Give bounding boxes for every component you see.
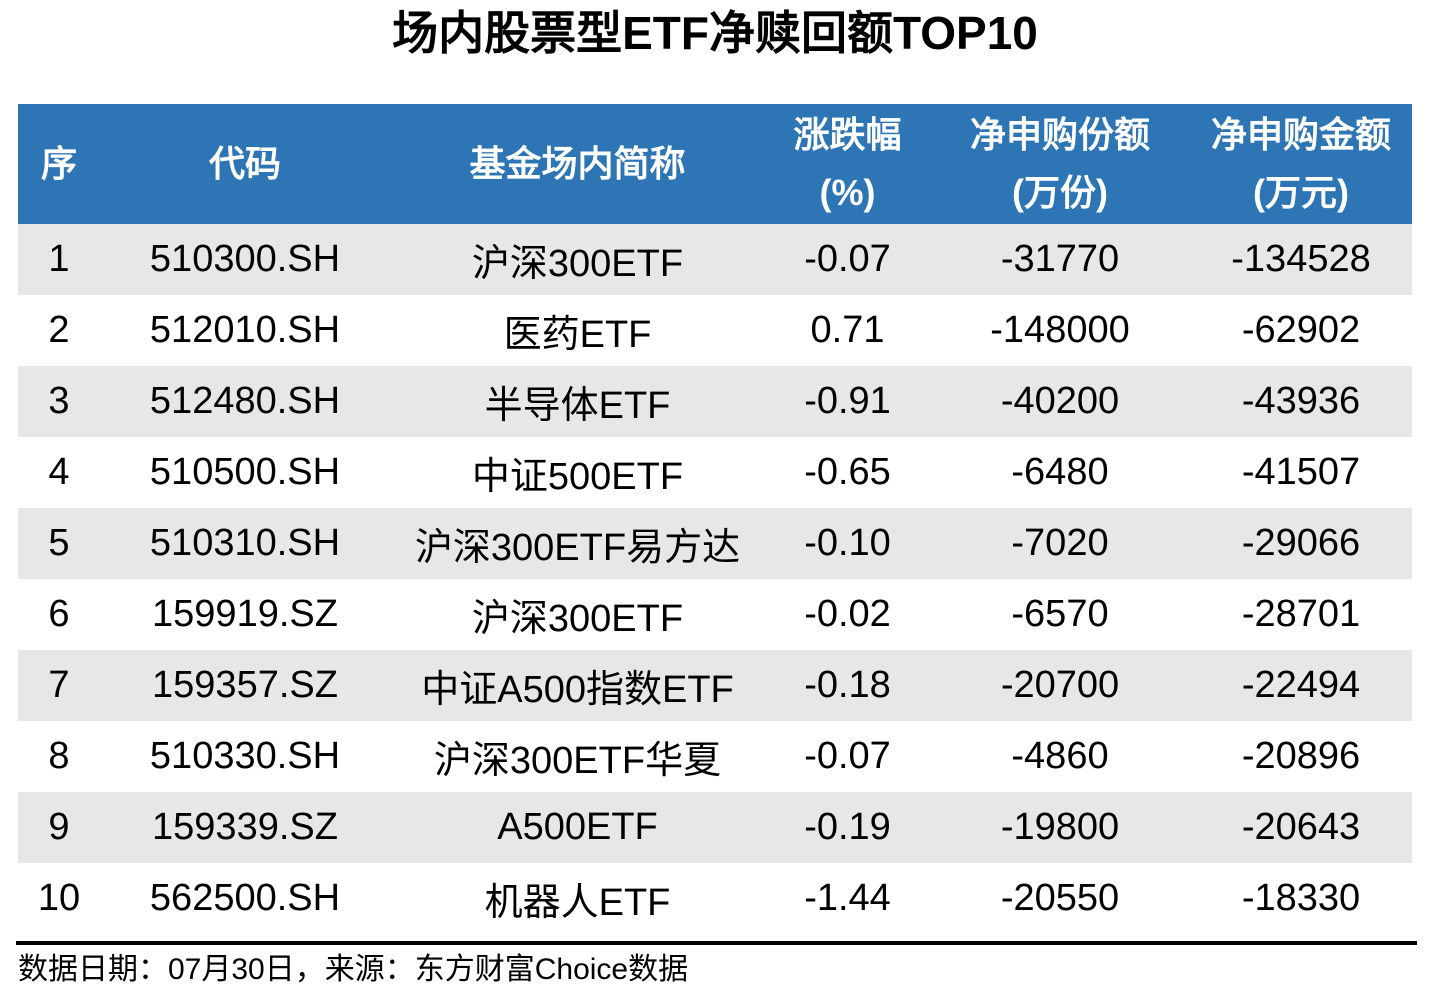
cell-code: 510500.SH (149, 451, 341, 493)
header-cell-amount: 净申购金额 (万元) (1190, 104, 1412, 224)
table-row: 2 512010.SH 医药ETF 0.71 -148000 -62902 (18, 295, 1412, 366)
table-row: 3 512480.SH 半导体ETF -0.91 -40200 -43936 (18, 366, 1412, 437)
cell-code: 159357.SZ (152, 664, 338, 706)
cell-rank: 10 (37, 877, 81, 919)
cell-rank: 3 (48, 380, 70, 422)
table-row: 8 510330.SH 沪深300ETF华夏 -0.07 -4860 -2089… (18, 721, 1412, 792)
cell-rank: 2 (48, 309, 70, 351)
cell-name: 半导体ETF (484, 385, 671, 427)
table-row: 1 510300.SH 沪深300ETF -0.07 -31770 -13452… (18, 224, 1412, 295)
etf-table: 序 代码 基金场内简称 涨跌幅 (%) 净申购份额 (万份) 净申购金额 (万元… (18, 104, 1412, 934)
cell-shares: -4860 (1011, 735, 1109, 777)
cell-rank: 6 (48, 593, 70, 635)
cell-shares: -19800 (1000, 806, 1120, 848)
cell-change: -1.44 (804, 877, 891, 919)
cell-name: 中证500ETF (471, 456, 684, 498)
cell-change: 0.71 (810, 309, 885, 351)
table-row: 6 159919.SZ 沪深300ETF -0.02 -6570 -28701 (18, 579, 1412, 650)
cell-change: -0.07 (804, 238, 891, 280)
cell-shares: -31770 (1000, 238, 1120, 280)
cell-shares: -20550 (1000, 877, 1120, 919)
table-header: 序 代码 基金场内简称 涨跌幅 (%) 净申购份额 (万份) 净申购金额 (万元… (18, 104, 1412, 224)
cell-amount: -62902 (1241, 309, 1361, 351)
table-row: 10 562500.SH 机器人ETF -1.44 -20550 -18330 (18, 863, 1412, 934)
cell-change: -0.02 (804, 593, 891, 635)
cell-change: -0.18 (804, 664, 891, 706)
cell-code: 159919.SZ (152, 593, 338, 635)
cell-change: -0.07 (804, 735, 891, 777)
cell-rank: 4 (48, 451, 70, 493)
cell-name: A500ETF (497, 806, 658, 848)
cell-code: 512480.SH (149, 380, 341, 422)
cell-amount: -20643 (1241, 806, 1361, 848)
cell-rank: 9 (48, 806, 70, 848)
cell-name: 沪深300ETF (471, 243, 684, 285)
cell-name: 沪深300ETF华夏 (433, 740, 722, 782)
cell-change: -0.65 (804, 451, 891, 493)
header-cell-rank: 序 (18, 104, 100, 224)
table-row: 5 510310.SH 沪深300ETF易方达 -0.10 -7020 -290… (18, 508, 1412, 579)
cell-shares: -6480 (1011, 451, 1109, 493)
cell-code: 510330.SH (149, 735, 341, 777)
cell-shares: -6570 (1011, 593, 1109, 635)
cell-name: 机器人ETF (484, 882, 671, 924)
cell-amount: -29066 (1241, 522, 1361, 564)
cell-rank: 8 (48, 735, 70, 777)
cell-change: -0.10 (804, 522, 891, 564)
cell-name: 医药ETF (503, 314, 652, 356)
cell-amount: -134528 (1231, 238, 1371, 280)
header-cell-code: 代码 (100, 104, 390, 224)
cell-amount: -43936 (1241, 380, 1361, 422)
cell-shares: -40200 (1000, 380, 1120, 422)
table-row: 4 510500.SH 中证500ETF -0.65 -6480 -41507 (18, 437, 1412, 508)
cell-amount: -41507 (1241, 451, 1361, 493)
bottom-rule (16, 941, 1417, 945)
cell-amount: -28701 (1241, 593, 1361, 635)
cell-shares: -7020 (1011, 522, 1109, 564)
header-cell-shares: 净申购份额 (万份) (930, 104, 1190, 224)
cell-shares: -148000 (990, 309, 1130, 351)
cell-amount: -22494 (1241, 664, 1361, 706)
table-row: 7 159357.SZ 中证A500指数ETF -0.18 -20700 -22… (18, 650, 1412, 721)
cell-code: 510310.SH (149, 522, 341, 564)
page-title: 场内股票型ETF净赎回额TOP10 (392, 7, 1038, 59)
cell-rank: 7 (48, 664, 70, 706)
cell-name: 沪深300ETF (471, 598, 684, 640)
data-source-note: 数据日期：07月30日，来源：东方财富Choice数据 (18, 953, 689, 986)
header-cell-change: 涨跌幅 (%) (765, 104, 930, 224)
cell-code: 159339.SZ (152, 806, 338, 848)
table-header-row: 序 代码 基金场内简称 涨跌幅 (%) 净申购份额 (万份) 净申购金额 (万元… (18, 104, 1412, 224)
cell-rank: 1 (48, 238, 70, 280)
table-body: 1 510300.SH 沪深300ETF -0.07 -31770 -13452… (18, 224, 1412, 934)
cell-name: 沪深300ETF易方达 (414, 527, 741, 569)
table-row: 9 159339.SZ A500ETF -0.19 -19800 -20643 (18, 792, 1412, 863)
header-cell-name: 基金场内简称 (390, 104, 765, 224)
cell-name: 中证A500指数ETF (421, 669, 734, 711)
cell-code: 512010.SH (149, 309, 341, 351)
cell-change: -0.19 (804, 806, 891, 848)
cell-code: 510300.SH (149, 238, 341, 280)
cell-rank: 5 (48, 522, 70, 564)
cell-code: 562500.SH (149, 877, 341, 919)
cell-amount: -18330 (1241, 877, 1361, 919)
cell-amount: -20896 (1241, 735, 1361, 777)
cell-change: -0.91 (804, 380, 891, 422)
cell-shares: -20700 (1000, 664, 1120, 706)
